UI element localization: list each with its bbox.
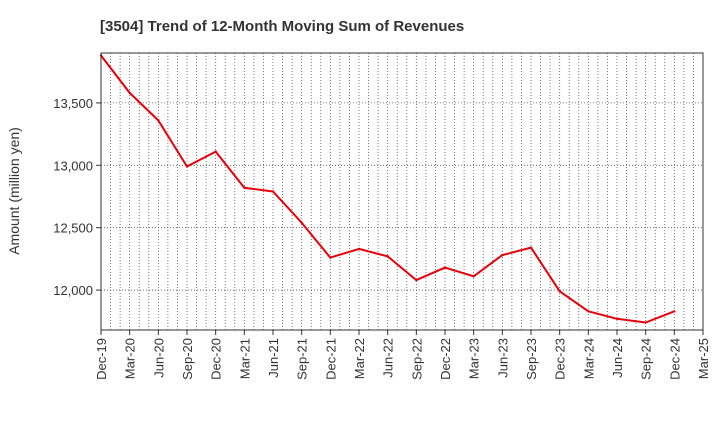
chart-title: [3504] Trend of 12-Month Moving Sum of R… xyxy=(100,18,464,35)
data-point xyxy=(128,91,131,95)
x-tick-label: Dec-19 xyxy=(94,338,109,380)
data-point xyxy=(529,246,533,249)
x-tick-label: Mar-23 xyxy=(467,338,482,379)
x-tick-label: Sep-24 xyxy=(639,338,654,380)
x-tick-label: Dec-23 xyxy=(553,338,568,380)
x-tick-label: Dec-24 xyxy=(667,338,682,380)
y-tick-label: 13,500 xyxy=(53,96,93,111)
x-tick-label: Sep-22 xyxy=(409,338,424,380)
x-tick-label: Mar-25 xyxy=(696,338,711,379)
x-tick-label: Mar-21 xyxy=(237,338,252,379)
y-axis-ticks: 12,000 12,500 13,000 13,500 xyxy=(53,96,101,298)
x-axis-ticks: Dec-19 Mar-20 Jun-20 Sep-20 Dec-20 Mar-21 Jun-… xyxy=(94,330,711,380)
data-point xyxy=(185,165,189,168)
data-point xyxy=(472,275,475,278)
x-tick-label: Dec-21 xyxy=(323,338,338,380)
x-tick-label: Mar-20 xyxy=(123,338,138,379)
data-point xyxy=(587,310,590,313)
data-point xyxy=(615,317,619,320)
grid xyxy=(101,53,703,330)
data-point xyxy=(673,310,676,313)
data-point xyxy=(415,278,418,282)
x-tick-label: Mar-22 xyxy=(352,338,367,379)
x-tick-label: Jun-20 xyxy=(151,338,166,378)
x-tick-label: Mar-24 xyxy=(581,338,596,379)
x-tick-label: Jun-22 xyxy=(381,338,396,378)
data-point xyxy=(558,290,561,293)
data-point xyxy=(644,321,647,324)
data-point xyxy=(386,255,389,258)
data-point xyxy=(214,150,217,153)
x-tick-label: Dec-22 xyxy=(438,338,453,380)
x-tick-label: Sep-21 xyxy=(295,338,310,380)
x-tick-label: Jun-24 xyxy=(610,338,625,378)
data-point xyxy=(357,247,361,251)
x-tick-label: Sep-20 xyxy=(180,338,195,380)
data-point xyxy=(329,256,332,259)
plot-frame xyxy=(100,52,704,331)
x-tick-label: Jun-21 xyxy=(266,338,281,378)
data-point xyxy=(243,186,246,189)
x-tick-label: Dec-20 xyxy=(209,338,224,380)
y-tick-label: 13,000 xyxy=(53,158,93,173)
data-point xyxy=(300,221,303,224)
data-point xyxy=(157,119,160,122)
x-tick-label: Sep-23 xyxy=(524,338,539,380)
x-tick-label: Jun-23 xyxy=(495,338,510,378)
y-tick-label: 12,500 xyxy=(53,221,93,236)
data-point xyxy=(501,253,504,257)
y-tick-label: 12,000 xyxy=(53,283,93,298)
series-layer xyxy=(99,54,676,324)
y-axis-label: Amount (million yen) xyxy=(6,127,22,255)
data-point xyxy=(443,266,447,269)
data-point xyxy=(271,190,275,193)
